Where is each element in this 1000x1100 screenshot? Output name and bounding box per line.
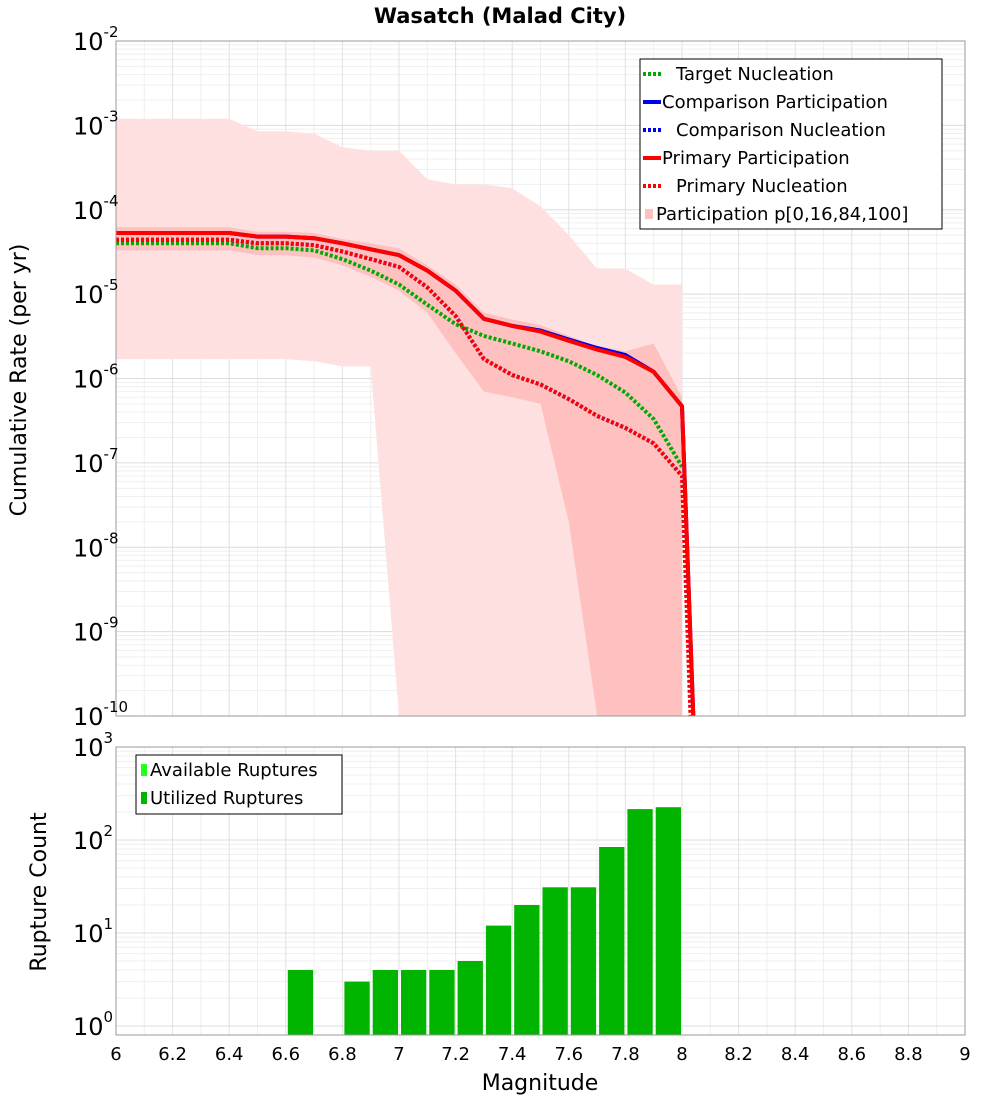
y-tick-exponent: -7 [104, 445, 119, 463]
y-tick-base: 10 [73, 734, 104, 762]
x-tick-label: 7 [393, 1044, 404, 1065]
y-tick-exponent: -2 [104, 23, 119, 41]
y-tick-exponent: -4 [104, 192, 119, 210]
legend-label: Available Ruptures [150, 760, 318, 781]
rate-plot: 10-210-310-410-510-610-710-810-910-10Tar… [73, 23, 966, 731]
utilized-bar [287, 970, 314, 1035]
x-tick-label: 6 [110, 1044, 121, 1065]
top-y-tick-label: 10-7 [73, 445, 119, 478]
y-tick-base: 10 [73, 920, 104, 948]
y-tick-exponent: 2 [104, 822, 114, 840]
legend-label: Primary Nucleation [676, 176, 848, 197]
utilized-bar [485, 925, 512, 1035]
top-y-tick-label: 10-8 [73, 529, 119, 562]
x-tick-label: 6.6 [271, 1044, 300, 1065]
series-line-primary-participation [116, 231, 696, 716]
utilized-bar [429, 970, 455, 1035]
utilized-bar [372, 970, 398, 1035]
x-tick-label: 8.6 [837, 1044, 866, 1065]
x-tick-label: 8.8 [894, 1044, 923, 1065]
y-tick-base: 10 [73, 281, 104, 309]
y-tick-base: 10 [73, 366, 104, 394]
top-y-axis-label: Cumulative Rate (per yr) [7, 244, 32, 517]
y-tick-exponent: -10 [104, 698, 129, 716]
top-plot-frame [115, 40, 966, 717]
top-y-tick-label: 10-5 [73, 276, 119, 309]
x-tick-label: 7.6 [554, 1044, 583, 1065]
legend-label: Primary Participation [662, 148, 850, 169]
participation-band-inner [116, 227, 682, 717]
x-tick-label: 7.2 [441, 1044, 470, 1065]
top-y-tick-label: 10-10 [73, 698, 128, 731]
top-y-tick-label: 10-9 [73, 614, 119, 647]
utilized-bar [655, 807, 681, 1035]
utilized-bar [514, 905, 540, 1035]
top-y-tick-label: 10-2 [73, 23, 119, 56]
y-tick-exponent: 3 [104, 729, 114, 747]
y-tick-exponent: -9 [104, 614, 119, 632]
bottom-legend-box [135, 754, 343, 815]
legend-swatch [645, 209, 653, 219]
x-tick-label: 8.4 [781, 1044, 810, 1065]
bottom-plot-frame [115, 746, 966, 1036]
x-tick-label: 6.8 [328, 1044, 357, 1065]
bottom-y-tick-label: 102 [73, 822, 113, 855]
legend-swatch [141, 764, 147, 776]
legend-label: Target Nucleation [675, 64, 834, 85]
y-tick-base: 10 [73, 534, 104, 562]
x-axis-label: Magnitude [482, 1071, 599, 1096]
y-tick-base: 10 [73, 703, 104, 731]
x-tick-label: 7.4 [498, 1044, 527, 1065]
legend-label: Comparison Participation [662, 92, 888, 113]
chart-title: Wasatch (Malad City) [374, 4, 626, 28]
y-tick-exponent: -3 [104, 107, 119, 125]
legend-label: Participation p[0,16,84,100] [656, 204, 908, 225]
series-line-primary-nucleation [116, 237, 693, 716]
legend-label: Utilized Ruptures [150, 788, 303, 809]
y-tick-exponent: -8 [104, 529, 119, 547]
y-tick-base: 10 [73, 112, 104, 140]
legend-swatch [141, 792, 147, 804]
participation-band-outer [116, 118, 682, 716]
bottom-y-tick-label: 100 [73, 1008, 113, 1041]
bottom-y-tick-label: 101 [73, 915, 113, 948]
utilized-bar [457, 961, 483, 1035]
top-legend-box [639, 58, 943, 230]
bottom-y-tick-label: 103 [73, 729, 113, 762]
series-line-target-nucleation [116, 241, 684, 468]
utilized-bar [542, 887, 568, 1035]
top-y-tick-label: 10-6 [73, 361, 119, 394]
x-tick-label: 7.8 [611, 1044, 640, 1065]
y-tick-base: 10 [73, 1013, 104, 1041]
y-tick-base: 10 [73, 450, 104, 478]
y-tick-base: 10 [73, 619, 104, 647]
top-y-tick-label: 10-3 [73, 107, 119, 140]
x-tick-label: 6.2 [158, 1044, 187, 1065]
x-tick-label: 8 [676, 1044, 687, 1065]
utilized-bar [401, 970, 427, 1035]
utilized-bar [599, 847, 625, 1035]
bottom-y-axis-label: Rupture Count [27, 812, 52, 972]
y-tick-exponent: -5 [104, 276, 119, 294]
top-y-tick-label: 10-4 [73, 192, 119, 225]
utilized-bar [344, 981, 370, 1035]
x-tick-label: 8.2 [724, 1044, 753, 1065]
y-tick-base: 10 [73, 827, 104, 855]
x-tick-label: 6.4 [215, 1044, 244, 1065]
y-tick-exponent: 1 [104, 915, 114, 933]
y-tick-base: 10 [73, 197, 104, 225]
utilized-bar [570, 887, 597, 1035]
y-tick-exponent: -6 [104, 361, 119, 379]
x-tick-label: 9 [959, 1044, 970, 1065]
y-tick-exponent: 0 [104, 1008, 114, 1026]
legend-label: Comparison Nucleation [676, 120, 886, 141]
y-tick-base: 10 [73, 28, 104, 56]
utilized-bar [627, 809, 653, 1035]
